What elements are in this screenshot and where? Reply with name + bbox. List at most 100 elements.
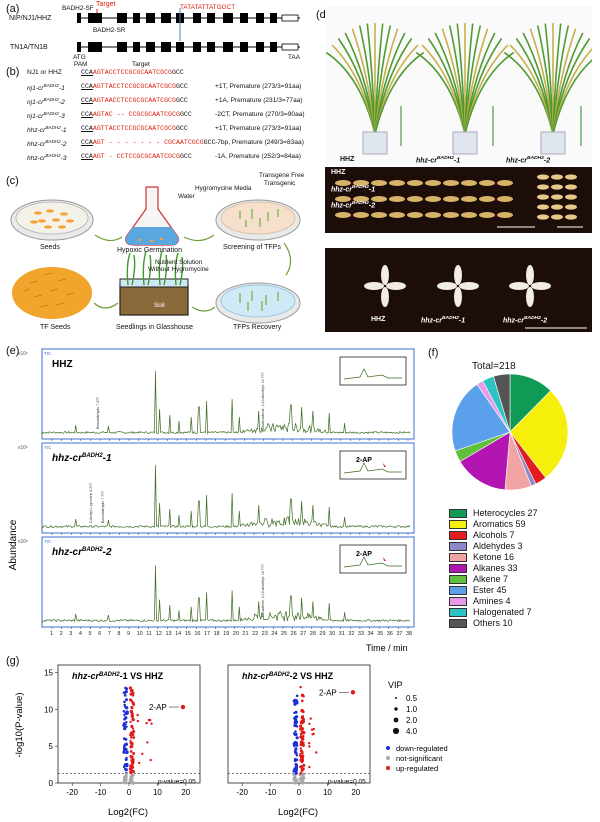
volcano-point: [299, 758, 302, 761]
rice-grain: [443, 196, 459, 202]
volcano-point: [122, 776, 126, 780]
kernel-label-1: HHZ: [371, 316, 386, 323]
sequence-name: hhz-crBADH2-1: [27, 125, 67, 135]
x-tick-label: 16: [194, 631, 200, 637]
volcano-point: [123, 713, 126, 717]
legend-swatch: [449, 597, 467, 607]
volcano-point: [301, 730, 305, 735]
legend-swatch: [449, 531, 467, 541]
volcano-point: [294, 768, 298, 773]
vip-value: 1.0: [406, 705, 418, 714]
volcano-point: [302, 763, 305, 767]
volcano-point: [131, 755, 134, 758]
x-tick-label: 10: [137, 631, 143, 637]
volcano-point: [131, 727, 135, 730]
tic-label: TIC: [44, 539, 52, 544]
x-tick-label: 2: [60, 631, 63, 637]
legend-text: Alkene 7: [473, 574, 509, 584]
volcano-point: [123, 694, 127, 697]
x-tick-label: 36: [387, 631, 393, 637]
x-tick-label: 28: [310, 631, 316, 637]
inset-label: 2-AP: [356, 551, 372, 558]
rice-grain: [497, 196, 513, 202]
volcano-point: [129, 692, 133, 696]
x-tick-label: 13: [165, 631, 171, 637]
legend-text: Alcohols 7: [473, 530, 515, 540]
plant-pot: [540, 131, 566, 155]
sequence-row: nj1-crBADH2-2 CCAAGTAACCTCCGCGCAATCGCGGCC…: [27, 97, 317, 109]
volcano-point: [122, 745, 126, 749]
volcano-point: [301, 754, 305, 758]
grain-illustration: [335, 174, 583, 228]
legend-swatch: [449, 619, 467, 629]
inset-trace: [343, 556, 402, 568]
volcano-point: [123, 767, 127, 771]
volcano-point: [298, 724, 303, 728]
x-tick-label: 27: [300, 631, 306, 637]
sequence-name: NJ1 or HHZ: [27, 69, 62, 76]
volcano-point: [299, 735, 302, 739]
volcano-point: [129, 745, 133, 749]
rice-grain: [425, 180, 441, 186]
pie-legend-item: Halogenated 7: [449, 607, 532, 618]
volcano-point: [299, 727, 302, 731]
legend-swatch: [449, 509, 467, 519]
x-tick-label: 23: [262, 631, 268, 637]
y-tick-label: 0: [49, 779, 54, 788]
volcano-point: [295, 736, 299, 740]
target-label-b: Target: [132, 61, 150, 68]
volcano-point: [122, 710, 126, 713]
arrow-icon: [383, 557, 386, 561]
inset-label: 2-AP: [356, 457, 372, 464]
hypoxic-label: Hypoxic Germination: [117, 247, 182, 254]
trace-title: hhz-crBADH2-2: [52, 547, 112, 558]
pie-legend-item: Alkanes 33: [449, 563, 518, 574]
sequence-text: CCAAGT - CCTCCGCGCAATCGCGGCC: [81, 153, 192, 160]
x-tick-label: 18: [214, 631, 220, 637]
volcano-point: [294, 730, 297, 733]
legend-text: Others 10: [473, 618, 513, 628]
kernel: [381, 265, 389, 285]
rice-grain: [335, 212, 351, 218]
vip-title: VIP: [388, 680, 403, 690]
rice-grain: [407, 180, 423, 186]
pvalue-label: p-value=0.05: [158, 778, 196, 785]
volcano-point: [300, 709, 304, 713]
rice-grain: [479, 212, 495, 218]
sequence-note: -7bp, Premature (249/3=83aa): [215, 139, 304, 146]
kernel-illustration: [364, 265, 587, 329]
chrom-ylabel: Abundance: [8, 519, 19, 570]
x-tick-label: 38: [406, 631, 412, 637]
x-tick-label: 32: [348, 631, 354, 637]
rice-grain: [371, 196, 387, 202]
x-tick-label: 22: [252, 631, 258, 637]
volcano-point: [122, 765, 126, 768]
x-tick-label: -10: [265, 788, 277, 797]
legend-text: Ester 45: [473, 585, 507, 595]
volcano-point: [300, 719, 304, 724]
x-tick-label: 0: [127, 788, 132, 797]
volcano-point: [129, 709, 134, 714]
volcano-point: [122, 724, 126, 728]
volcano-point: [145, 721, 148, 725]
workflow-diagram: [10, 186, 301, 324]
yscale-label: x10⁶: [18, 539, 28, 545]
x-tick-label: 34: [368, 631, 374, 637]
rice-grain: [389, 212, 405, 218]
pie-chart: [451, 373, 569, 491]
volcano-point: [294, 751, 298, 755]
vip-size-marker: [394, 707, 398, 711]
x-tick-label: 20: [351, 788, 360, 797]
volcano-point: [130, 706, 134, 710]
x-tick-label: 20: [181, 788, 190, 797]
volcano-point: [130, 781, 134, 785]
kernel: [454, 265, 462, 285]
volcano-point: [131, 770, 135, 773]
volcano-point: [124, 763, 128, 767]
rice-grain: [479, 196, 495, 202]
x-tick-label: 30: [329, 631, 335, 637]
x-tick-label: 10: [153, 788, 162, 797]
plant-illustration: [325, 23, 600, 155]
legend-swatch: [449, 553, 467, 563]
volcano-point: [122, 691, 126, 695]
